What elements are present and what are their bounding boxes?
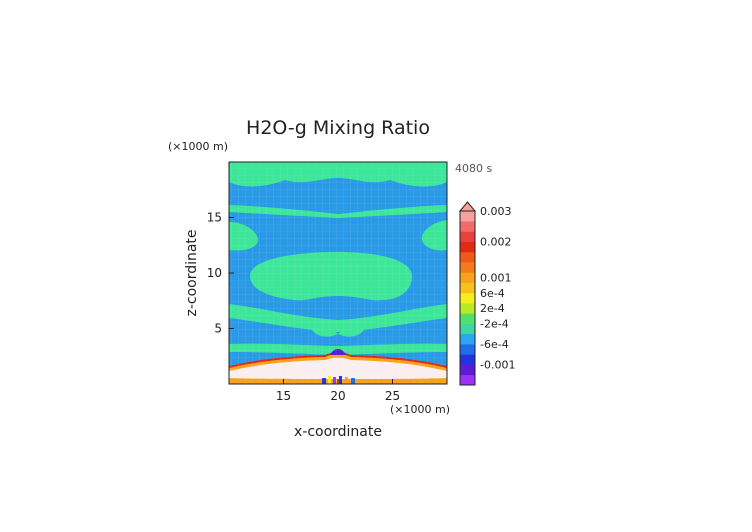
colorbar-label: -0.001 <box>480 359 515 372</box>
y-unit-label: (×1000 m) <box>168 140 228 153</box>
colorbar-swatch <box>460 262 475 273</box>
colorbar-swatch <box>460 211 475 222</box>
y-axis-label: z-coordinate <box>184 229 200 316</box>
colorbar-swatch <box>460 364 475 376</box>
plot-area <box>229 162 447 384</box>
colorbar-label: -2e-4 <box>480 318 509 331</box>
colorbar-swatch <box>460 323 475 335</box>
colorbar-swatch <box>460 374 475 386</box>
x-tick-label: 15 <box>276 389 291 403</box>
colorbar-extend-arrow <box>458 201 477 212</box>
y-tick-label: 5 <box>214 322 222 336</box>
y-tick-label: 10 <box>207 266 222 280</box>
colorbar-label: 0.002 <box>480 236 512 249</box>
x-unit-label: (×1000 m) <box>390 403 450 416</box>
y-axis-ticks: 5 10 15 <box>207 211 234 336</box>
colorbar-label: 6e-4 <box>480 287 505 300</box>
colorbar-swatch <box>460 272 475 283</box>
y-tick-label: 15 <box>207 211 222 225</box>
chart-title: H2O-g Mixing Ratio <box>246 117 430 139</box>
colorbar-swatch <box>460 231 475 243</box>
colorbar-label: 0.003 <box>480 205 512 218</box>
colorbar-swatch <box>460 333 475 345</box>
x-tick-label: 25 <box>385 389 400 403</box>
timestamp-label: 4080 s <box>455 162 492 175</box>
colorbar-swatch <box>460 241 475 253</box>
colorbar-label: 0.001 <box>480 272 512 285</box>
colorbar-swatch <box>460 221 475 232</box>
grid-overlay <box>229 162 447 384</box>
x-axis-label: x-coordinate <box>294 424 382 440</box>
colorbar: 0.003 0.002 0.001 6e-4 2e-4 -2e-4 -6e-4 -0.001 <box>458 201 515 386</box>
colorbar-swatch <box>460 303 475 314</box>
x-axis-ticks: 15 20 25 <box>276 379 400 403</box>
colorbar-swatch <box>460 313 475 324</box>
colorbar-swatch <box>460 292 475 304</box>
colorbar-swatch <box>460 354 475 365</box>
colorbar-label: -6e-4 <box>480 338 509 351</box>
x-tick-label: 20 <box>330 389 345 403</box>
colorbar-swatch <box>460 251 475 263</box>
colorbar-swatch <box>460 344 475 355</box>
colorbar-label: 2e-4 <box>480 302 505 315</box>
colorbar-swatch <box>460 282 475 294</box>
